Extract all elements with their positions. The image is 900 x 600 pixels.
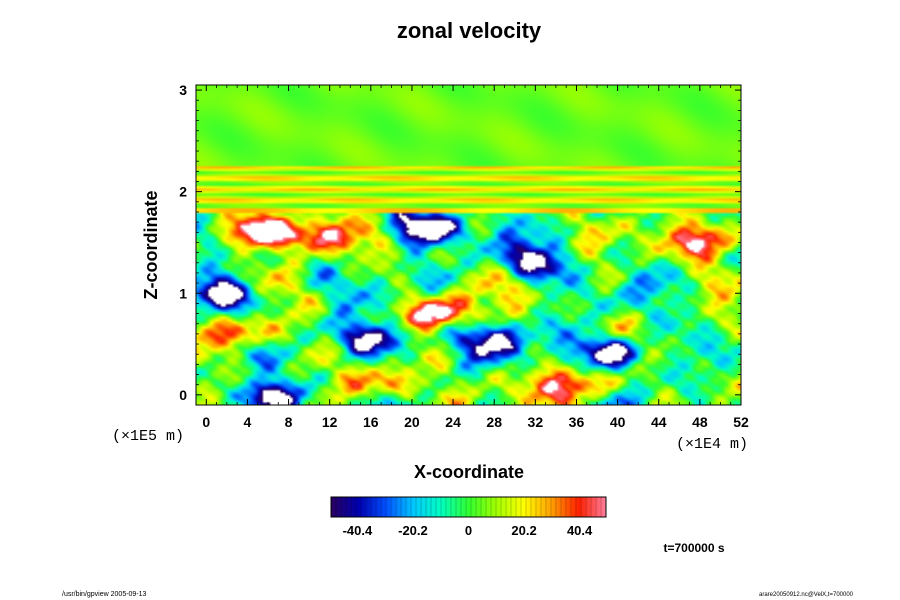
colorbar-tick-label: 40.4: [567, 523, 593, 538]
plot-area: [195, 84, 742, 406]
chart-title: zonal velocity: [397, 18, 542, 43]
y-unit-label: (×1E5 m): [112, 428, 184, 445]
x-tick-label: 52: [733, 414, 749, 430]
y-tick-label: 3: [179, 82, 187, 98]
colorbar: -40.4 -20.2 0 20.2 40.4: [330, 496, 607, 538]
x-axis-label: X-coordinate: [414, 462, 524, 482]
colorbar-tick-label: -40.4: [343, 523, 373, 538]
footer-left: /usr/bin/gpview 2005-09-13: [62, 591, 147, 598]
colorbar-frame: [330, 496, 607, 518]
x-tick-label: 40: [610, 414, 626, 430]
x-tick-label: 4: [244, 414, 252, 430]
x-unit-label: (×1E4 m): [676, 436, 748, 453]
colorbar-tick-label: 20.2: [511, 523, 536, 538]
colorbar-contour-lines: [335, 497, 602, 517]
x-tick-label: 32: [528, 414, 544, 430]
colorbar-tick-label: 0: [465, 523, 472, 538]
x-tick-label: 28: [486, 414, 502, 430]
x-axis: 0 4 8 12 16 20 24 28 32 36 40 44 48 52: [202, 85, 749, 430]
x-tick-label: 44: [651, 414, 667, 430]
x-tick-label: 20: [404, 414, 420, 430]
y-tick-label: 2: [179, 184, 187, 200]
plot-frame: [195, 84, 742, 406]
y-axis-label: Z-coordinate: [141, 190, 161, 299]
x-tick-label: 16: [363, 414, 379, 430]
y-axis: 0 1 2 3: [179, 82, 741, 403]
footer-right: arare20050912.nc@VelX,t=700000: [759, 592, 854, 598]
x-tick-label: 48: [692, 414, 708, 430]
x-tick-label: 24: [445, 414, 461, 430]
x-tick-label: 8: [285, 414, 293, 430]
x-tick-label: 0: [202, 414, 210, 430]
x-tick-label: 12: [322, 414, 338, 430]
time-label: t=700000 s: [663, 541, 724, 555]
y-tick-label: 1: [179, 285, 187, 301]
colorbar-tick-label: -20.2: [398, 523, 428, 538]
heatmap-field: [196, 85, 741, 405]
colorbar-ticks: -40.4 -20.2 0 20.2 40.4: [343, 523, 593, 538]
y-tick-label: 0: [179, 387, 187, 403]
colorbar-gradient: [331, 497, 606, 517]
x-tick-label: 36: [569, 414, 585, 430]
